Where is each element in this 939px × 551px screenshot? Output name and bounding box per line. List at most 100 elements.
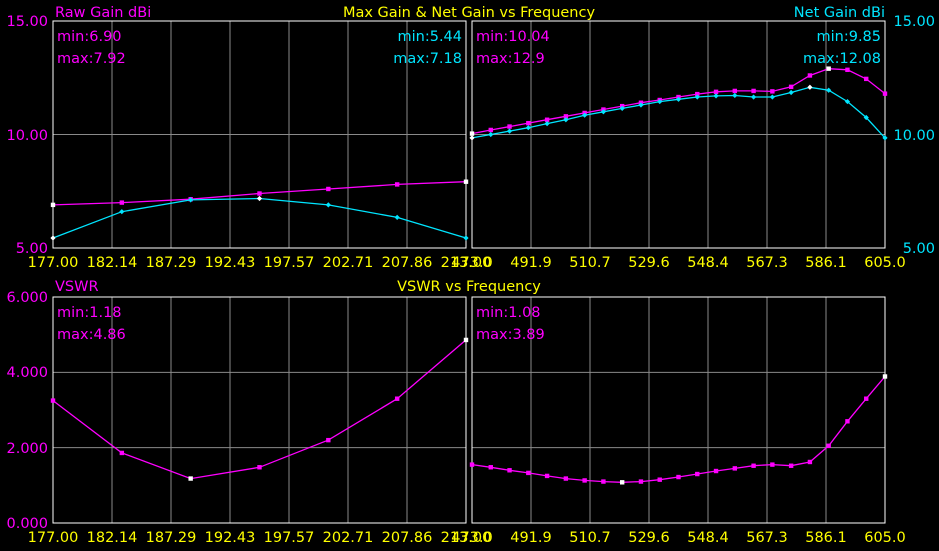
top-right-axis-label: Net Gain dBi [794, 5, 885, 21]
bottom-left-ytick-0: 0.000 [6, 516, 48, 532]
data-point-marker [488, 465, 493, 470]
data-point-marker [563, 117, 569, 123]
x-tick-label: 187.29 [146, 255, 197, 271]
top-left-axis-label: Raw Gain dBi [55, 5, 151, 21]
data-point-marker [770, 462, 775, 467]
data-point-marker [488, 131, 494, 138]
x-tick-label: 187.29 [146, 530, 197, 546]
data-point-marker [119, 450, 125, 456]
data-point-marker [619, 480, 625, 485]
x-tick-label: 182.14 [87, 255, 138, 271]
vswr-max-label: max:3.89 [476, 327, 545, 343]
data-point-marker [845, 419, 850, 424]
x-tick-label: 605.0 [864, 530, 906, 546]
data-point-marker [582, 112, 588, 118]
data-point-marker [826, 87, 832, 93]
x-tick-label: 510.7 [569, 255, 611, 271]
x-tick-label: 213.00 [441, 530, 492, 546]
data-point-marker [394, 182, 400, 187]
net-gain-max-label: max:12.08 [803, 51, 881, 67]
x-tick-label: 529.6 [628, 255, 670, 271]
x-tick-label: 202.71 [323, 255, 374, 271]
data-point-marker [882, 135, 888, 141]
data-point-marker [463, 235, 469, 241]
x-tick-label: 197.57 [264, 255, 315, 271]
data-point-marker [807, 73, 813, 78]
x-tick-label: 586.1 [805, 255, 847, 271]
x-tick-label: 182.14 [87, 530, 138, 546]
top-right-ytick-10: 10.00 [893, 128, 935, 144]
x-tick-label: 529.6 [628, 530, 670, 546]
data-point-marker [826, 66, 831, 71]
raw-gain-min-label: min:10.04 [476, 29, 550, 45]
x-tick-label: 491.9 [510, 530, 552, 546]
data-point-marker [563, 476, 569, 481]
vswr_band2-panel: 473.0 491.9 510.7 529.6 548.4 567.3 586.1 605.0… [451, 296, 906, 546]
data-point-marker [119, 209, 125, 215]
data-point-marker [694, 94, 700, 100]
data-point-marker [732, 466, 738, 471]
bottom-left-ytick-2: 2.000 [6, 441, 48, 457]
data-point-marker [769, 94, 775, 100]
data-point-marker [732, 88, 738, 94]
vswr-min-label: min:1.08 [476, 305, 541, 321]
data-point-marker [695, 471, 700, 477]
data-point-marker [582, 478, 587, 483]
data-point-marker [675, 96, 682, 102]
x-tick-label: 213.00 [441, 255, 492, 271]
top-right-ytick-5: 5.00 [903, 241, 935, 257]
x-tick-label: 548.4 [687, 255, 729, 271]
data-point-marker [788, 89, 794, 96]
x-tick-label: 177.00 [28, 530, 79, 546]
data-point-marker [732, 92, 738, 99]
data-point-marker [600, 109, 607, 115]
data-point-marker [864, 396, 869, 401]
data-point-marker [713, 89, 719, 95]
x-tick-label: 197.57 [264, 530, 315, 546]
bottom-left-ytick-6: 6.000 [6, 290, 48, 306]
data-point-marker [544, 121, 550, 127]
data-point-marker [507, 124, 512, 129]
data-point-marker [394, 396, 400, 401]
data-point-marker [463, 337, 469, 343]
vswr-max-label: max:4.86 [57, 327, 126, 343]
data-point-marker [257, 465, 262, 470]
data-point-marker [751, 88, 756, 94]
data-point-marker [638, 479, 644, 484]
x-tick-label: 491.9 [510, 255, 552, 271]
x-tick-label: 473.0 [451, 530, 493, 546]
data-point-marker [844, 98, 851, 105]
x-tick-label: 567.3 [746, 255, 788, 271]
data-point-marker [526, 120, 531, 126]
data-point-marker [119, 200, 125, 205]
raw-gain-max-label: max:12.9 [476, 51, 545, 67]
top-left-ytick-10: 10.00 [6, 128, 48, 144]
data-point-marker [50, 398, 56, 403]
data-point-marker [619, 105, 625, 111]
data-point-marker [676, 474, 681, 480]
data-point-marker [657, 477, 662, 482]
gain_band1-panel: 177.00 182.14 187.29 192.43 197.57 202.71 207.… [28, 20, 492, 271]
net-gain-min-label: min:9.85 [816, 29, 881, 45]
x-tick-label: 177.00 [28, 255, 79, 271]
data-point-marker [807, 459, 813, 465]
data-point-marker [863, 114, 869, 121]
data-point-marker [845, 67, 850, 73]
net-gain-max-label: max:7.18 [393, 51, 462, 67]
x-tick-label: 192.43 [205, 530, 256, 546]
net-gain-min-label: min:5.44 [397, 29, 462, 45]
series-line-secondary [52, 197, 467, 239]
data-point-marker [394, 214, 400, 220]
data-point-marker [807, 84, 813, 90]
data-point-marker [326, 186, 331, 192]
data-point-marker [788, 84, 794, 90]
data-point-marker [695, 91, 700, 97]
series-line-primary [471, 376, 886, 483]
plot-frame [52, 296, 467, 524]
top-right-ytick-15: 15.00 [893, 14, 935, 30]
x-tick-label: 586.1 [805, 530, 847, 546]
data-point-marker [256, 195, 263, 202]
data-point-marker [257, 191, 262, 196]
data-point-marker [864, 76, 869, 82]
